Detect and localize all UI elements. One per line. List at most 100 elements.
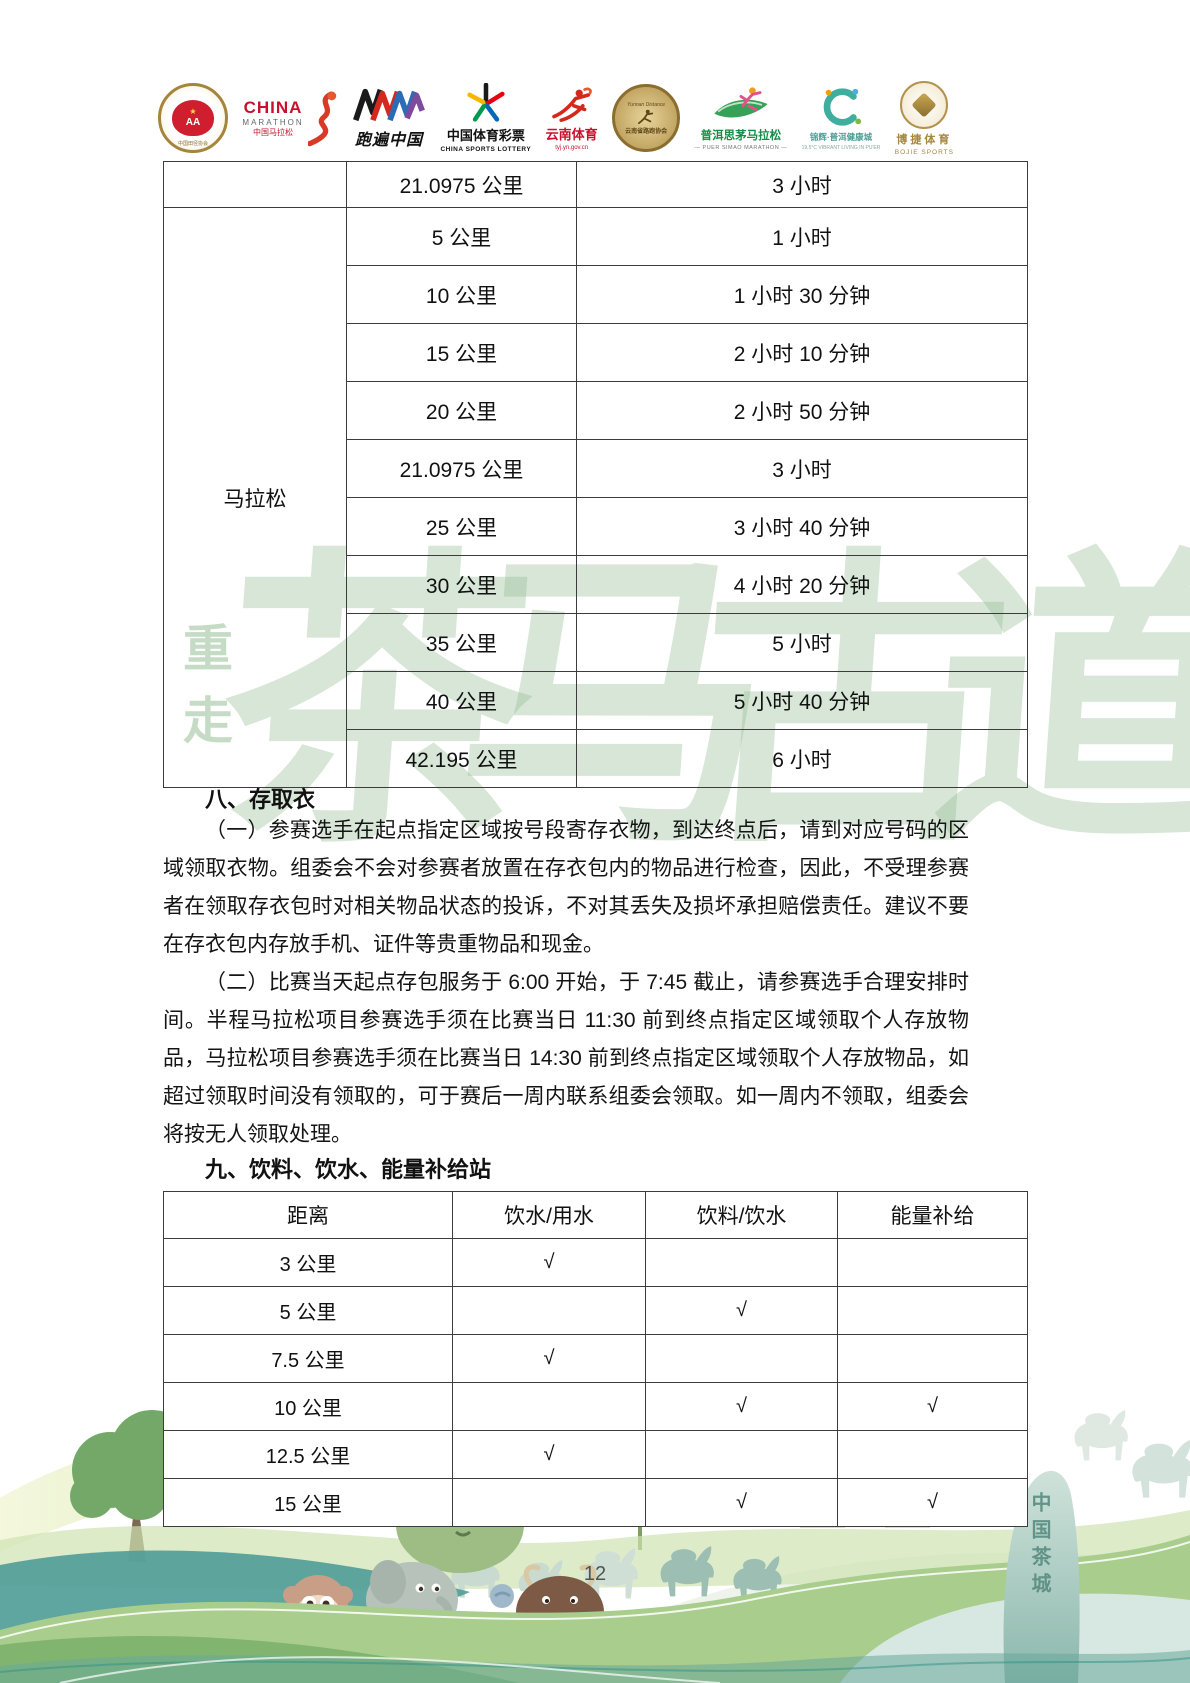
table-row: 15 公里 √ √ <box>163 1478 1028 1527</box>
logo-bojie-sports: 博捷体育 BOJIE SPORTS <box>894 80 954 156</box>
logo-run-across-china: 跑遍中国 <box>352 86 426 150</box>
table-cell: 40 公里 <box>346 671 577 730</box>
table-cell: 2 小时 50 分钟 <box>576 381 1028 440</box>
table-cell <box>645 1430 838 1479</box>
table-cell: 35 公里 <box>346 613 577 672</box>
table-cell <box>452 1286 646 1335</box>
table-cell: 7.5 公里 <box>163 1334 453 1383</box>
table-cell: √ <box>645 1478 838 1527</box>
lottery-label: 中国体育彩票 <box>446 128 525 143</box>
table-cell: 2 小时 10 分钟 <box>576 323 1028 382</box>
logo-yunnan-sports: 云南体育 tyj.yn.gov.cn <box>546 86 598 151</box>
red-runner-icon <box>551 87 592 122</box>
horse-caravan-right-icon <box>1074 1410 1190 1498</box>
table-cell: 20 公里 <box>346 381 577 440</box>
table-cell <box>837 1238 1028 1287</box>
zigzag-runners-icon <box>353 88 425 122</box>
table-cell: 6 小时 <box>576 729 1028 788</box>
race-group-label: 马拉松 <box>163 207 347 788</box>
puer-marathon-label: 普洱思茅马拉松 <box>700 130 782 142</box>
table-cell: 5 小时 40 分钟 <box>576 671 1028 730</box>
table-cell: 4 小时 20 分钟 <box>576 555 1028 614</box>
lottery-sublabel: CHINA SPORTS LOTTERY <box>440 146 532 153</box>
table-cell: 3 小时 <box>576 161 1028 208</box>
table-cell: 21.0975 公里 <box>346 439 577 498</box>
column-header: 能量补给 <box>837 1191 1028 1239</box>
table-row: 35 公里 5 小时 <box>164 613 1028 672</box>
column-header: 距离 <box>163 1191 453 1239</box>
paragraph-storage-2: （二）比赛当天起点存包服务于 6:00 开始，于 7:45 截止，请参赛选手合理… <box>163 971 969 1146</box>
table-row: 5 公里 √ <box>163 1286 1028 1335</box>
run-across-china-label: 跑遍中国 <box>355 132 424 149</box>
table-cell: 1 小时 30 分钟 <box>576 265 1028 324</box>
logo-puer-simao-marathon: 普洱思茅马拉松 — PUER SIMAO MARATHON — <box>695 85 788 151</box>
bojie-emblem-icon <box>900 80 949 129</box>
table-cell <box>452 1382 646 1431</box>
c-swirl-icon <box>823 88 862 126</box>
logo-china-sports-lottery: 中国体育彩票 CHINA SPORTS LOTTERY <box>440 83 531 153</box>
table-cell <box>837 1334 1028 1383</box>
section9-heading: 九、饮料、饮水、能量补给站 <box>205 1157 492 1182</box>
table-cell: 5 公里 <box>346 207 577 266</box>
table-row: 21.0975 公里 3 小时 <box>164 439 1028 498</box>
yunnan-sports-url: tyj.yn.gov.cn <box>555 144 589 151</box>
china-marathon-subtitle: MARATHON <box>242 118 304 127</box>
table-row: 21.0975 公里 3 小时 <box>163 161 1028 208</box>
bojie-sublabel: BOJIE SPORTS <box>894 148 954 156</box>
table-cell: 1 小时 <box>576 207 1028 266</box>
time-limit-table: 21.0975 公里 3 小时 马拉松 5 公里 1 小时 10 公里 1 小时 30 分钟… <box>163 161 1028 788</box>
logo-chinese-athletics-association: ★ AA 中国田径协会 <box>158 83 228 153</box>
table-cell: √ <box>452 1334 646 1383</box>
table-cell <box>452 1478 646 1527</box>
gold-medallion-icon: Yunnan Distance 云南省路跑协会 <box>612 84 681 152</box>
table-cell: 42.195 公里 <box>346 729 577 788</box>
table-cell: 10 公里 <box>346 265 577 324</box>
table-row: 距离 饮水/用水 饮料/饮水 能量补给 <box>163 1191 1028 1239</box>
table-cell: √ <box>452 1430 646 1479</box>
table-row: 25 公里 3 小时 40 分钟 <box>164 497 1028 556</box>
table-cell: √ <box>645 1382 838 1431</box>
lottery-pinwheel-icon <box>467 83 505 122</box>
emblem-ring-text: 中国田径协会 <box>177 141 208 147</box>
table-row: 3 公里 √ <box>163 1238 1028 1287</box>
table-cell: 15 公里 <box>163 1478 453 1527</box>
section8-heading: 八、存取衣 <box>205 787 316 812</box>
table-row: 马拉松 5 公里 1 小时 <box>163 207 1028 788</box>
table-row: 15 公里 2 小时 10 分钟 <box>164 323 1028 382</box>
table-cell: 30 公里 <box>346 555 577 614</box>
health-city-sublabel: 19.5°C VIBRANT LIVING IN PU'ER <box>801 145 881 151</box>
table-cell: 12.5 公里 <box>163 1430 453 1479</box>
leaf-runner-icon <box>714 87 768 118</box>
column-header: 饮水/用水 <box>452 1191 646 1239</box>
medallion-cn-text: 云南省路跑协会 <box>625 128 668 135</box>
sponsor-logo-strip: ★ AA 中国田径协会 CHINA MARATHON 中国马拉松 <box>158 70 954 166</box>
china-marathon-cn: 中国马拉松 <box>253 128 294 137</box>
table-cell: √ <box>837 1478 1028 1527</box>
section8-body: （一）参赛选手在起点指定区域按号段寄存衣物，到达终点后，请到对应号码的区域领取衣… <box>163 812 969 1152</box>
medallion-runner-icon <box>638 109 654 124</box>
table-cell <box>837 1430 1028 1479</box>
table-cell: 21.0975 公里 <box>346 161 577 208</box>
table-cell <box>645 1238 838 1287</box>
table-cell: 5 公里 <box>163 1286 453 1335</box>
table-row: 10 公里 √ √ <box>163 1382 1028 1431</box>
table-row: 42.195 公里 6 小时 <box>164 729 1028 788</box>
table-cell <box>645 1334 838 1383</box>
table-cell: 5 小时 <box>576 613 1028 672</box>
table-cell: 3 小时 <box>576 439 1028 498</box>
star-icon: ★ <box>189 107 197 117</box>
yunnan-sports-label: 云南体育 <box>545 126 598 142</box>
table-row: 20 公里 2 小时 50 分钟 <box>164 381 1028 440</box>
paragraph-storage-1: （一）参赛选手在起点指定区域按号段寄存衣物，到达终点后，请到对应号码的区域领取衣… <box>163 819 969 956</box>
column-header: 饮料/饮水 <box>645 1191 838 1239</box>
table-row: 7.5 公里 √ <box>163 1334 1028 1383</box>
table-cell <box>837 1286 1028 1335</box>
runner-ribbon-icon <box>307 91 336 147</box>
table-cell: √ <box>452 1238 646 1287</box>
table-row: 12.5 公里 √ <box>163 1430 1028 1479</box>
table-cell: √ <box>837 1382 1028 1431</box>
table-cell: 10 公里 <box>163 1382 453 1431</box>
logo-yunnan-distance-association: Yunnan Distance 云南省路跑协会 <box>612 84 681 152</box>
table-cell: √ <box>645 1286 838 1335</box>
table-cell: 15 公里 <box>346 323 577 382</box>
